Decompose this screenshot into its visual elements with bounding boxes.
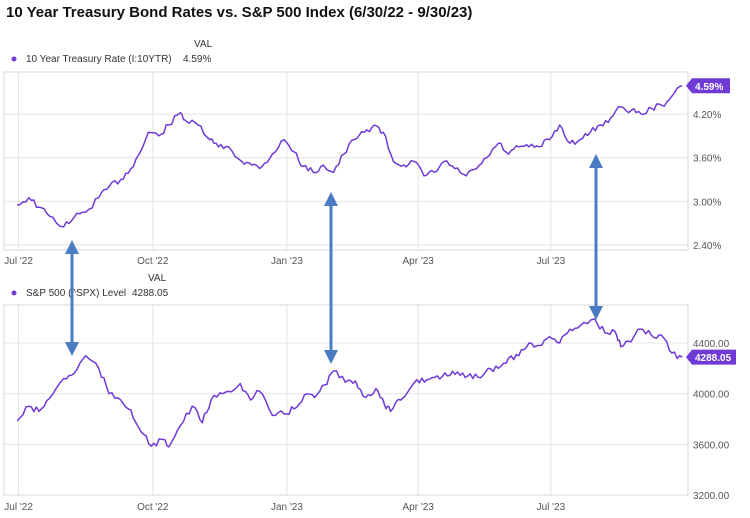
top-x-tick-label: Apr '23 [403, 256, 435, 267]
top-plot-frame [3, 71, 689, 251]
bot-y-tick-label: 4000.00 [693, 390, 730, 401]
top-badge-text: 4.59% [695, 82, 723, 93]
arrow-jul-22-head-down [65, 342, 79, 356]
bottom-badge-shape [686, 349, 736, 365]
top-legend-dot [11, 56, 17, 62]
top-x-tick-label: Jul '23 [537, 256, 566, 267]
top-gridlines [3, 71, 689, 251]
top-plot-area [4, 72, 688, 250]
sp500-line [16, 318, 683, 448]
top-legend-val-header: VAL [194, 39, 213, 50]
bot-y-tick-label: 3600.00 [693, 440, 730, 451]
bot-y-tick-label: 4400.00 [693, 339, 730, 350]
bottom-legend-val-header: VAL [148, 273, 167, 284]
arrow-feb-23-head-down [324, 350, 338, 364]
bot-y-tick-label: 3200.00 [693, 491, 730, 502]
bot-x-tick-label: Apr '23 [403, 502, 435, 513]
top-y-tick-label: 2.40% [693, 241, 721, 252]
bottom-legend: VAL S&P 500 (^SPX) Level 4288.05 [11, 273, 169, 299]
bottom-legend-dot [11, 290, 17, 296]
bottom-chart: 3200.00 3600.00 4000.00 4400.00 Jul '22 Oct … [3, 273, 736, 513]
bot-x-tick-label: Jul '22 [4, 502, 33, 513]
arrow-jul-22-head-up [65, 240, 79, 254]
top-legend-value: 4.59% [183, 54, 211, 65]
top-y-tick-label: 4.20% [693, 110, 721, 121]
top-x-tick-label: Oct '22 [137, 256, 169, 267]
top-badge-shape [686, 78, 730, 94]
top-badge: 4.59% [686, 78, 730, 94]
arrow-aug-23-head-down [589, 306, 603, 320]
bottom-gridlines [3, 304, 689, 496]
arrow-aug-23 [589, 154, 603, 320]
annotation-arrows [65, 154, 603, 364]
top-y-tick-label: 3.60% [693, 154, 721, 165]
arrow-jul-22 [65, 240, 79, 356]
top-legend-series-name: 10 Year Treasury Rate (I:10YTR) [26, 54, 172, 65]
top-y-tick-labels: 2.40% 3.00% 3.60% 4.20% [693, 110, 721, 252]
bot-plot-frame [3, 304, 689, 496]
bottom-x-tick-labels: Jul '22 Oct '22 Jan '23 Apr '23 Jul '23 [4, 502, 565, 513]
page-title: 10 Year Treasury Bond Rates vs. S&P 500 … [6, 4, 473, 21]
bottom-badge: 4288.05 [686, 349, 736, 365]
arrow-feb-23 [324, 192, 338, 364]
treasury-rate-line [16, 85, 683, 228]
top-legend: VAL 10 Year Treasury Rate (I:10YTR) 4.59… [11, 39, 213, 65]
bot-x-tick-label: Jan '23 [271, 502, 303, 513]
bottom-badge-text: 4288.05 [695, 353, 732, 364]
bottom-legend-value: 4288.05 [132, 288, 169, 299]
top-y-tick-label: 3.00% [693, 197, 721, 208]
bot-x-tick-label: Jul '23 [537, 502, 566, 513]
bottom-y-tick-labels: 3200.00 3600.00 4000.00 4400.00 [693, 339, 730, 502]
bottom-plot-area [4, 305, 688, 495]
bot-x-tick-label: Oct '22 [137, 502, 169, 513]
top-x-tick-label: Jul '22 [4, 256, 33, 267]
top-chart: 2.40% 3.00% 3.60% 4.20% Jul '22 Oct '22 Jan '… [3, 39, 730, 267]
arrow-aug-23-head-up [589, 154, 603, 168]
top-x-tick-label: Jan '23 [271, 256, 303, 267]
arrow-feb-23-head-up [324, 192, 338, 206]
top-x-tick-labels: Jul '22 Oct '22 Jan '23 Apr '23 Jul '23 [4, 256, 565, 267]
bottom-legend-series-name: S&P 500 (^SPX) Level [26, 288, 126, 299]
